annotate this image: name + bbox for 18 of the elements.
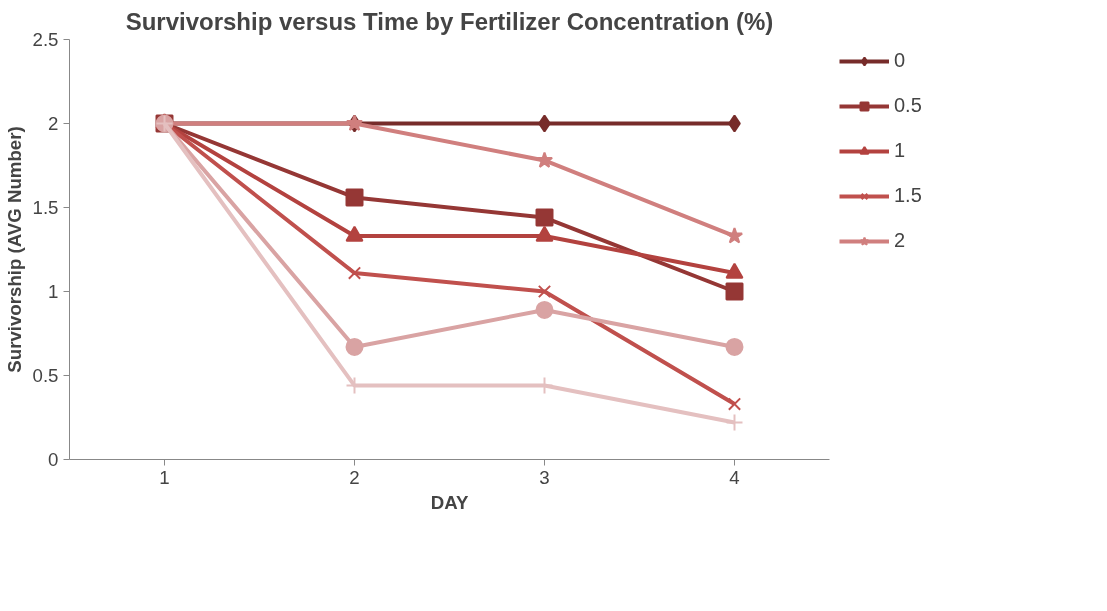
legend-label: 2 — [894, 229, 907, 252]
y-tick-label: 1 — [48, 281, 59, 302]
x-axis-title: DAY — [430, 491, 469, 513]
y-tick-label: 2 — [48, 113, 59, 134]
chart-title: Survivorship versus Time by Fertilizer Concentration (%) — [125, 7, 774, 35]
y-tick-label: 1.5 — [32, 197, 59, 218]
legend-label: 1 — [894, 139, 907, 162]
y-axis-title: Survivorship (AVG Number) — [3, 126, 25, 373]
legend-label: 1.5 — [894, 184, 922, 207]
x-tick-label: 1 — [159, 466, 170, 488]
y-tick-label: 2.5 — [32, 29, 59, 50]
x-tick-label: 3 — [539, 466, 550, 488]
legend-label: 0 — [894, 49, 907, 72]
y-tick-label: 0 — [48, 449, 59, 470]
x-tick-label: 4 — [729, 466, 740, 488]
legend-label: 0.5 — [894, 94, 922, 117]
y-tick-label: 0.5 — [32, 365, 59, 386]
x-tick-label: 2 — [349, 466, 360, 488]
